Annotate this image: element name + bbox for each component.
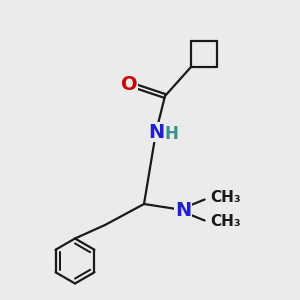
Text: N: N — [175, 200, 191, 220]
Text: O: O — [121, 74, 137, 94]
Text: N: N — [148, 122, 164, 142]
Text: CH₃: CH₃ — [210, 214, 241, 230]
Text: H: H — [165, 125, 178, 143]
Text: CH₃: CH₃ — [210, 190, 241, 206]
